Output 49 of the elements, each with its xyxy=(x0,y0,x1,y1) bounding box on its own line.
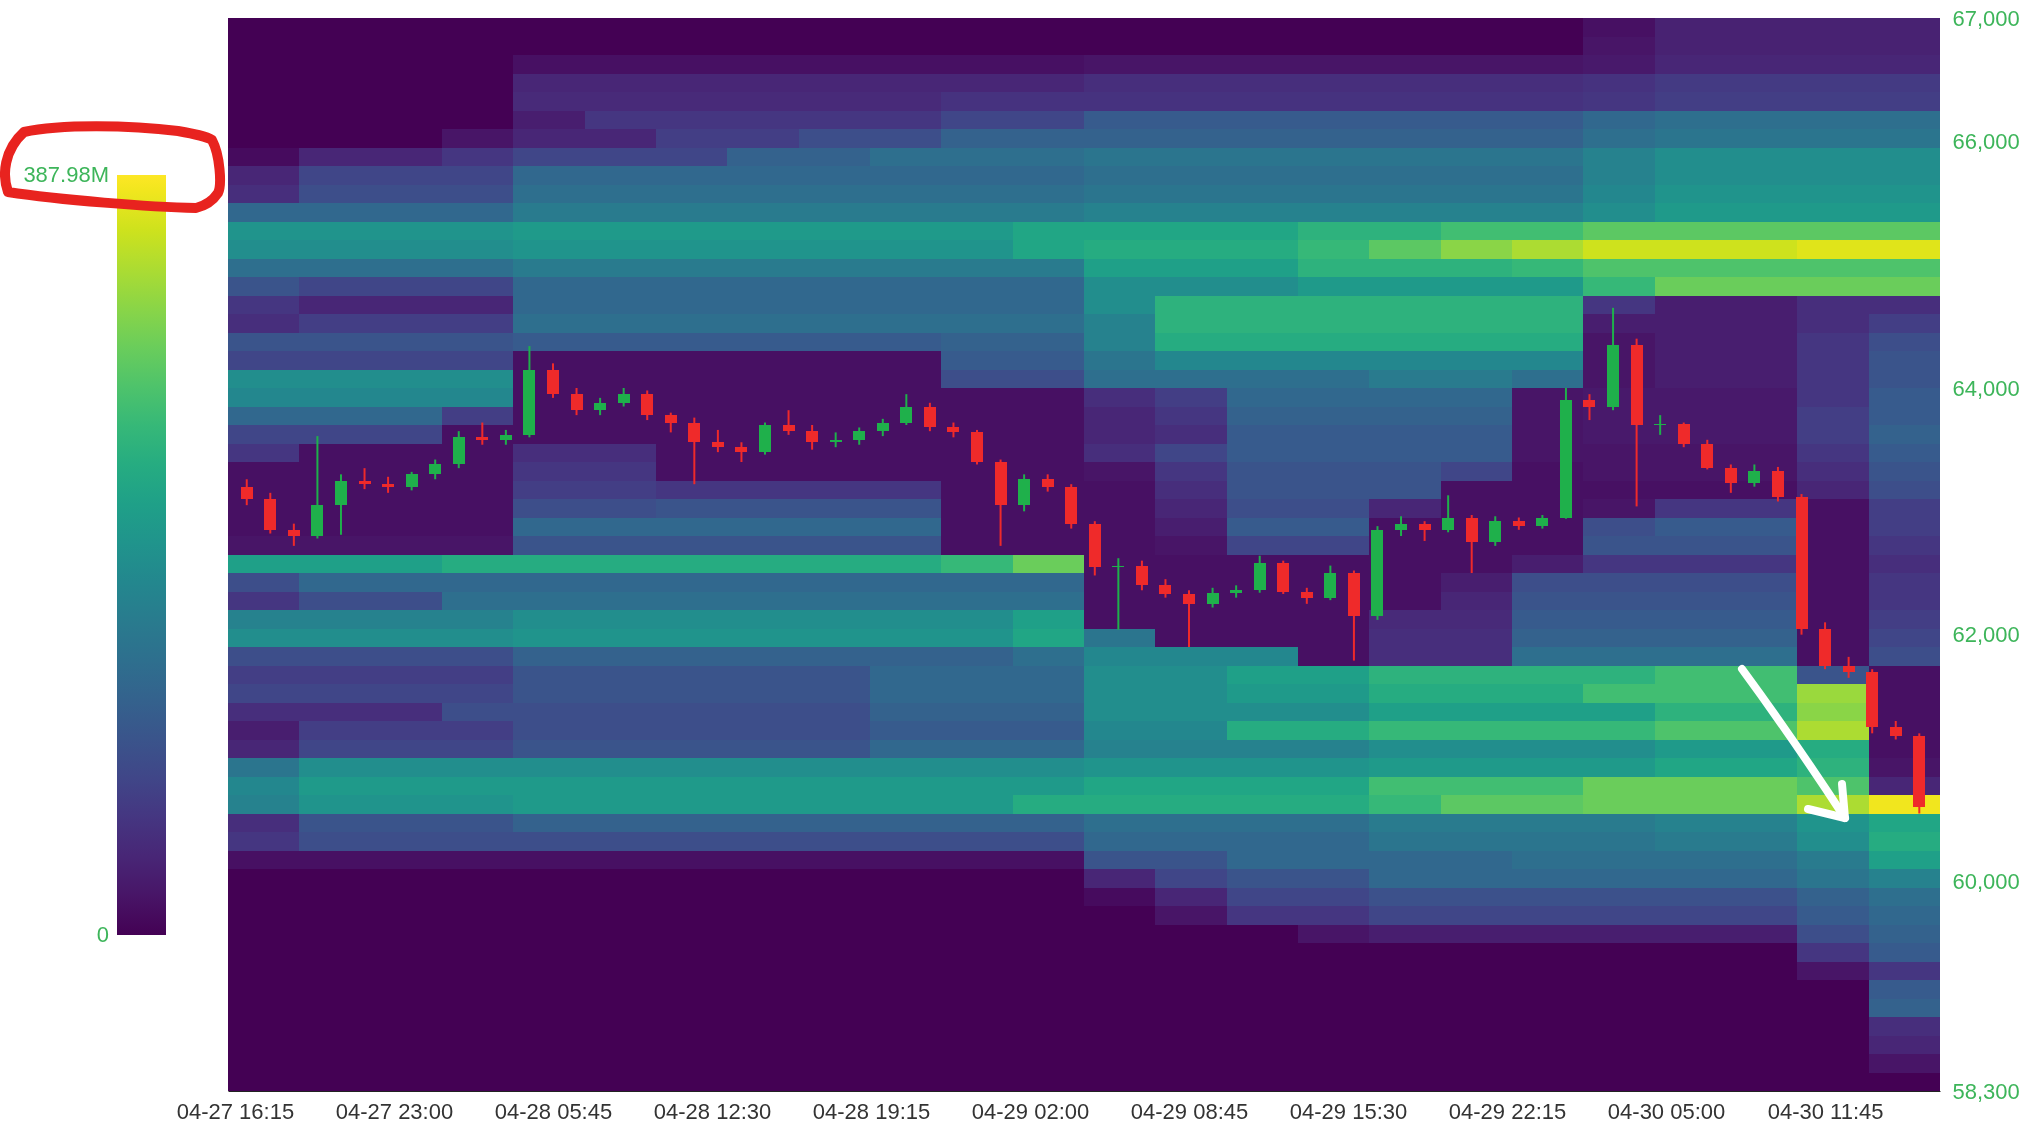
y-tick-label: 60,000 xyxy=(1952,868,2020,894)
color-bar-label: 0 xyxy=(96,922,109,947)
candlestick xyxy=(641,389,654,422)
candlestick xyxy=(1489,515,1502,547)
y-tick-label: 64,000 xyxy=(1952,375,2020,401)
x-tick-label: 04-27 16:15 xyxy=(176,1098,295,1124)
candlestick xyxy=(1889,720,1902,741)
candlestick xyxy=(1677,421,1690,449)
y-tick-label: 62,000 xyxy=(1952,622,2020,648)
x-tick-label: 04-30 05:00 xyxy=(1607,1098,1726,1124)
candlestick xyxy=(782,409,795,436)
candlestick xyxy=(476,421,489,446)
x-tick-label: 04-29 15:30 xyxy=(1289,1098,1408,1124)
color-bar-label: 387.98M xyxy=(23,162,109,187)
candlestick xyxy=(429,458,442,481)
x-tick-label: 04-29 08:45 xyxy=(1130,1098,1249,1124)
candlestick xyxy=(1159,578,1172,599)
candlestick xyxy=(1583,393,1596,422)
candlestick xyxy=(287,522,300,547)
candlestick xyxy=(711,428,724,454)
candlestick xyxy=(1442,494,1455,534)
y-tick-label: 67,000 xyxy=(1952,5,2020,31)
candlestick xyxy=(1395,515,1408,537)
x-tick-label: 04-28 19:15 xyxy=(812,1098,931,1124)
x-tick-label: 04-30 11:45 xyxy=(1767,1098,1884,1124)
candlestick xyxy=(1135,559,1148,592)
candlestick xyxy=(1206,586,1219,609)
candlestick xyxy=(688,416,701,486)
x-tick-label: 04-28 05:45 xyxy=(494,1098,613,1124)
candlestick xyxy=(617,387,630,408)
x-tick-label: 04-27 23:00 xyxy=(335,1098,454,1124)
candlestick xyxy=(1748,463,1761,488)
candlestick xyxy=(240,478,253,507)
candlestick xyxy=(405,470,418,492)
candlestick xyxy=(664,411,677,434)
y-tick-label: 58,300 xyxy=(1952,1078,2020,1104)
y-tick-label: 66,000 xyxy=(1952,128,2020,154)
candlestick xyxy=(570,387,583,417)
candlestick xyxy=(923,401,936,433)
candlestick xyxy=(1842,655,1855,679)
x-tick-label: 04-29 22:15 xyxy=(1448,1098,1567,1124)
candlestick xyxy=(1418,520,1431,542)
x-tick-label: 04-29 02:00 xyxy=(971,1098,1090,1124)
candlestick xyxy=(900,393,913,426)
candlestick xyxy=(735,441,748,463)
candlestick xyxy=(1183,589,1196,648)
x-tick-label: 04-28 12:30 xyxy=(653,1098,772,1124)
candlestick xyxy=(806,424,819,451)
candlestick xyxy=(1724,463,1737,494)
